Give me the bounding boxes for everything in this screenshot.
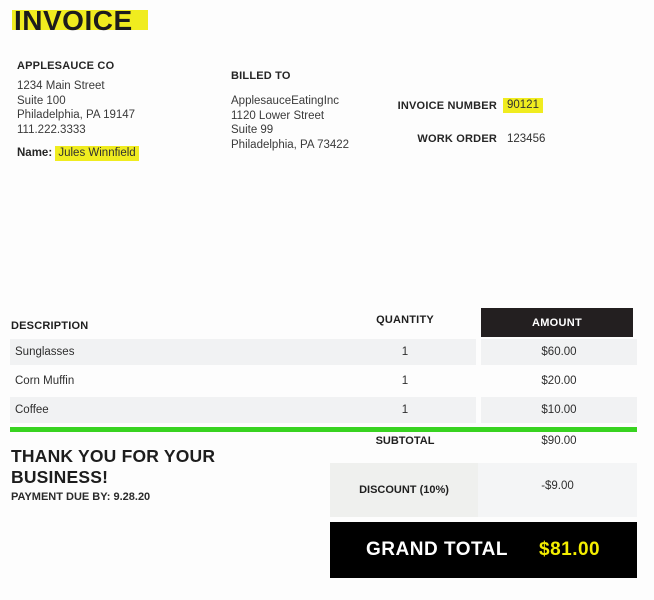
- thank-you-line: THANK YOU FOR YOUR: [11, 446, 216, 466]
- item-amount: $60.00: [541, 346, 577, 358]
- thank-you-line: BUSINESS!: [11, 467, 109, 487]
- item-amount: $20.00: [541, 375, 577, 387]
- company-block: APPLESAUCE CO 1234 Main Street Suite 100…: [17, 60, 135, 137]
- contact-name-value: Jules Winnfield: [55, 146, 139, 161]
- grand-total-label: GRAND TOTAL: [366, 539, 509, 560]
- invoice-number-label: INVOICE NUMBER: [397, 100, 497, 112]
- grand-total-bar: GRAND TOTAL $81.00: [330, 522, 637, 578]
- thank-you-message: THANK YOU FOR YOUR BUSINESS!: [11, 446, 215, 488]
- work-order-label: WORK ORDER: [417, 133, 497, 145]
- invoice-number-value: 90121: [503, 98, 543, 113]
- row-left-cell: Sunglasses 1: [10, 339, 476, 365]
- item-quantity: 1: [401, 404, 409, 416]
- company-address-line: Suite 100: [17, 94, 66, 107]
- column-header-description: DESCRIPTION: [11, 320, 89, 332]
- item-amount: $10.00: [541, 404, 577, 416]
- billed-to-line: ApplesauceEatingInc: [231, 95, 340, 107]
- table-row: Coffee 1 $10.00: [10, 397, 637, 423]
- page-title: INVOICE: [14, 5, 133, 36]
- table-row: Corn Muffin 1 $20.00: [10, 368, 637, 394]
- payment-due-text: PAYMENT DUE BY: 9.28.20: [11, 491, 151, 503]
- discount-value: -$9.00: [478, 463, 637, 517]
- row-left-cell: Coffee 1: [10, 397, 476, 423]
- item-quantity: 1: [401, 346, 409, 358]
- subtotal-value: $90.00: [541, 435, 577, 447]
- billed-to-label: BILLED TO: [231, 70, 291, 82]
- company-address-line: 1234 Main Street: [17, 80, 105, 92]
- discount-row: DISCOUNT (10%) -$9.00: [330, 463, 637, 517]
- company-name: APPLESAUCE CO: [17, 60, 115, 72]
- billed-to-block: BILLED TO ApplesauceEatingInc 1120 Lower…: [231, 70, 349, 152]
- item-description: Corn Muffin: [15, 375, 75, 387]
- item-quantity: 1: [401, 375, 409, 387]
- work-order-value: 123456: [507, 133, 546, 145]
- row-amount-cell: $10.00: [481, 397, 637, 423]
- billed-to-line: Philadelphia, PA 73422: [231, 138, 350, 151]
- row-amount-cell: $60.00: [481, 339, 637, 365]
- discount-label: DISCOUNT (10%): [330, 463, 478, 517]
- column-header-amount: AMOUNT: [481, 308, 633, 337]
- subtotal-label: SUBTOTAL: [375, 435, 435, 447]
- column-header-quantity: QUANTITY: [376, 314, 434, 326]
- grand-total-amount: $81.00: [539, 539, 601, 560]
- item-description: Coffee: [15, 404, 49, 416]
- green-divider: [10, 427, 637, 432]
- table-row: Sunglasses 1 $60.00: [10, 339, 637, 365]
- title-highlight: [12, 10, 148, 30]
- billed-to-line: 1120 Lower Street: [231, 109, 325, 122]
- company-address-line: Philadelphia, PA 19147: [17, 109, 136, 121]
- contact-name-line: Name: Jules Winnfield: [17, 146, 139, 161]
- row-amount-cell: $20.00: [481, 368, 637, 394]
- contact-name-label: Name:: [17, 147, 53, 159]
- row-left-cell: Corn Muffin 1: [10, 368, 476, 394]
- company-phone: 111.222.3333: [17, 123, 86, 136]
- billed-to-line: Suite 99: [231, 124, 274, 136]
- item-description: Sunglasses: [15, 346, 75, 358]
